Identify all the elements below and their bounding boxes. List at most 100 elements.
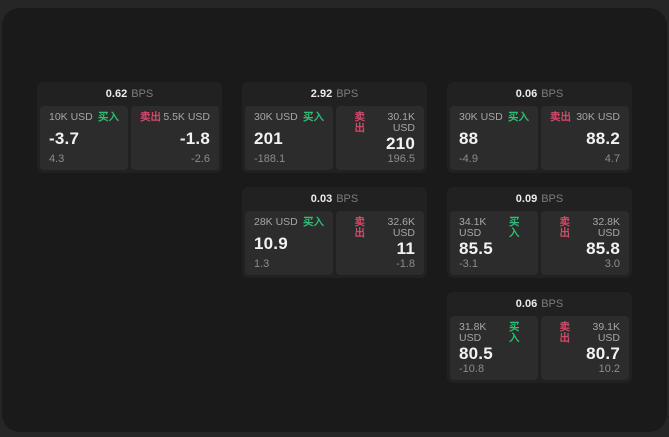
sell-side-label: 卖出 (140, 111, 161, 123)
sell-side-label: 卖出 (550, 111, 571, 123)
quote-card: 0.06 BPS 30K USD 买入 88 -4.9 卖出 30K USD 8… (447, 82, 632, 173)
sell-tile-header: 卖出 30K USD (550, 112, 620, 123)
quote-panels: 30K USD 买入 88 -4.9 卖出 30K USD 88.2 4.7 (450, 106, 629, 170)
sell-side-label: 卖出 (354, 111, 365, 134)
bps-unit-label: BPS (336, 193, 359, 205)
sell-size: 39.1K USD (592, 321, 620, 344)
quote-card: 0.06 BPS 31.8K USD 买入 80.5 -10.8 卖出 39.1… (447, 292, 632, 383)
buy-side-label: 买入 (98, 111, 119, 123)
buy-price: 10.9 (254, 233, 288, 253)
spread-value: 0.09 (515, 193, 538, 205)
sell-price: -1.8 (179, 128, 210, 148)
sell-delta: 196.5 (387, 153, 415, 165)
bps-unit-label: BPS (541, 88, 564, 100)
buy-tile-header: 28K USD 买入 (254, 217, 324, 228)
sell-tile-header: 卖出 30.1K USD (345, 112, 415, 133)
buy-tile-header: 31.8K USD 买入 (459, 322, 529, 343)
spread-value: 0.06 (515, 88, 538, 100)
buy-side-label: 买入 (303, 111, 324, 123)
sell-delta: -1.8 (396, 258, 415, 270)
quote-card: 0.09 BPS 34.1K USD 买入 85.5 -3.1 卖出 32.8K… (447, 187, 632, 278)
buy-price: 80.5 (459, 344, 493, 363)
buy-quote-tile[interactable]: 31.8K USD 买入 80.5 -10.8 (450, 316, 538, 380)
quote-card: 0.62 BPS 10K USD 买入 -3.7 4.3 卖出 5.5K USD… (37, 82, 222, 173)
buy-size: 34.1K USD (459, 216, 487, 239)
quote-card: 0.03 BPS 28K USD 买入 10.9 1.3 卖出 32.6K US… (242, 187, 427, 278)
quote-panels: 10K USD 买入 -3.7 4.3 卖出 5.5K USD -1.8 -2.… (40, 106, 219, 170)
spread-header: 0.06 BPS (450, 82, 629, 106)
bps-unit-label: BPS (541, 193, 564, 205)
buy-quote-tile[interactable]: 10K USD 买入 -3.7 4.3 (40, 106, 128, 170)
spread-header: 0.06 BPS (450, 292, 629, 316)
buy-size: 10K USD (49, 111, 93, 123)
buy-quote-tile[interactable]: 30K USD 买入 201 -188.1 (245, 106, 333, 170)
buy-delta: 1.3 (254, 258, 270, 270)
buy-delta: -188.1 (254, 153, 286, 165)
sell-side-label: 卖出 (559, 321, 570, 344)
sell-side-label: 卖出 (559, 216, 570, 239)
sell-quote-tile[interactable]: 卖出 39.1K USD 80.7 10.2 (541, 316, 629, 380)
spread-header: 0.03 BPS (245, 187, 424, 211)
buy-tile-header: 30K USD 买入 (254, 112, 324, 123)
buy-tile-header: 30K USD 买入 (459, 112, 529, 123)
buy-delta: 4.3 (49, 153, 65, 165)
buy-quote-tile[interactable]: 28K USD 买入 10.9 1.3 (245, 211, 333, 275)
sell-delta: 10.2 (598, 363, 620, 375)
buy-quote-tile[interactable]: 34.1K USD 买入 85.5 -3.1 (450, 211, 538, 275)
sell-side-label: 卖出 (354, 216, 365, 239)
sell-size: 30K USD (576, 111, 620, 123)
bps-unit-label: BPS (541, 298, 564, 310)
quote-panels: 30K USD 买入 201 -188.1 卖出 30.1K USD 210 1… (245, 106, 424, 170)
sell-tile-header: 卖出 5.5K USD (140, 112, 210, 123)
buy-quote-tile[interactable]: 30K USD 买入 88 -4.9 (450, 106, 538, 170)
buy-delta: -3.1 (459, 258, 478, 270)
sell-quote-tile[interactable]: 卖出 5.5K USD -1.8 -2.6 (131, 106, 219, 170)
buy-tile-header: 10K USD 买入 (49, 112, 119, 123)
buy-size: 31.8K USD (459, 321, 487, 344)
sell-price: 80.7 (586, 344, 620, 363)
spread-header: 2.92 BPS (245, 82, 424, 106)
buy-price: 201 (254, 128, 283, 148)
sell-size: 32.6K USD (387, 216, 415, 239)
sell-size: 5.5K USD (163, 111, 210, 123)
buy-side-label: 买入 (509, 216, 520, 239)
sell-delta: 3.0 (604, 258, 620, 270)
buy-tile-header: 34.1K USD 买入 (459, 217, 529, 238)
buy-side-label: 买入 (509, 321, 520, 344)
sell-price: 88.2 (586, 128, 620, 148)
spread-header: 0.09 BPS (450, 187, 629, 211)
sell-tile-header: 卖出 32.6K USD (345, 217, 415, 238)
sell-quote-tile[interactable]: 卖出 30.1K USD 210 196.5 (336, 106, 424, 170)
buy-size: 28K USD (254, 216, 298, 228)
buy-price: 88 (459, 128, 479, 148)
buy-price: 85.5 (459, 239, 493, 258)
sell-quote-tile[interactable]: 卖出 32.8K USD 85.8 3.0 (541, 211, 629, 275)
sell-price: 85.8 (586, 239, 620, 258)
buy-delta: -4.9 (459, 153, 478, 165)
sell-delta: -2.6 (191, 153, 210, 165)
buy-size: 30K USD (459, 111, 503, 123)
sell-delta: 4.7 (604, 153, 620, 165)
buy-delta: -10.8 (459, 363, 485, 375)
buy-side-label: 买入 (303, 216, 324, 228)
sell-size: 32.8K USD (592, 216, 620, 239)
quote-panels: 31.8K USD 买入 80.5 -10.8 卖出 39.1K USD 80.… (450, 316, 629, 380)
spread-value: 2.92 (310, 88, 333, 100)
sell-price: 11 (396, 239, 415, 258)
sell-tile-header: 卖出 39.1K USD (550, 322, 620, 343)
spread-value: 0.06 (515, 298, 538, 310)
quote-panels: 34.1K USD 买入 85.5 -3.1 卖出 32.8K USD 85.8… (450, 211, 629, 275)
sell-tile-header: 卖出 32.8K USD (550, 217, 620, 238)
quote-card: 2.92 BPS 30K USD 买入 201 -188.1 卖出 30.1K … (242, 82, 427, 173)
spread-value: 0.62 (105, 88, 128, 100)
buy-size: 30K USD (254, 111, 298, 123)
quote-panels: 28K USD 买入 10.9 1.3 卖出 32.6K USD 11 -1.8 (245, 211, 424, 275)
buy-side-label: 买入 (508, 111, 529, 123)
buy-price: -3.7 (49, 128, 80, 148)
bps-unit-label: BPS (131, 88, 154, 100)
sell-size: 30.1K USD (387, 111, 415, 134)
sell-price: 210 (386, 134, 415, 153)
sell-quote-tile[interactable]: 卖出 30K USD 88.2 4.7 (541, 106, 629, 170)
sell-quote-tile[interactable]: 卖出 32.6K USD 11 -1.8 (336, 211, 424, 275)
app-surface: 0.62 BPS 10K USD 买入 -3.7 4.3 卖出 5.5K USD… (2, 8, 667, 432)
